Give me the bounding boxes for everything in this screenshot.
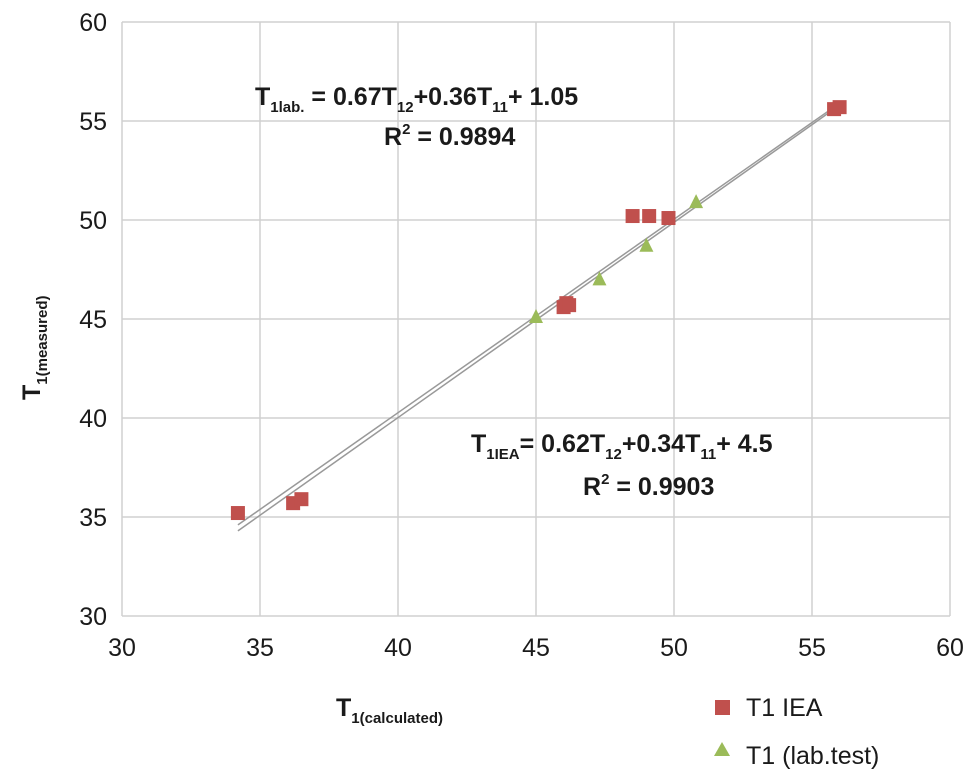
y-tick-label: 40: [79, 405, 107, 433]
annotation-iea-equation: T1IEA= 0.62T12+0.34T11+ 4.5: [471, 430, 773, 463]
x-tick-label: 35: [246, 634, 274, 662]
legend-marker-iea: [715, 700, 730, 715]
legend-label-lab: T1 (lab.test): [746, 742, 879, 770]
legend: T1 IEA T1 (lab.test): [714, 694, 879, 770]
x-tick-label: 40: [384, 634, 412, 662]
annotation-iea-r2: R2 = 0.9903: [583, 471, 714, 501]
data-point-lab: [639, 237, 654, 252]
y-tick-label: 50: [79, 207, 107, 235]
data-point-iea: [661, 211, 676, 226]
data-points: [230, 100, 847, 521]
data-point-lab: [689, 194, 704, 209]
y-tick-label: 55: [79, 108, 107, 136]
x-axis-label: T1(calculated): [336, 694, 443, 727]
y-tick-label: 45: [79, 306, 107, 334]
annotation-lab-equation: T1lab. = 0.67T12+0.36T11+ 1.05: [255, 83, 578, 116]
data-point-iea: [562, 298, 577, 313]
y-tick-label: 60: [79, 9, 107, 37]
data-point-lab: [592, 271, 607, 286]
data-point-lab: [529, 309, 543, 324]
data-point-iea: [642, 209, 657, 224]
data-point-iea: [294, 492, 309, 507]
y-axis-label: T1(measured): [18, 296, 51, 400]
data-point-iea: [625, 209, 640, 224]
grid-lines: [121, 21, 951, 617]
data-point-iea: [230, 506, 245, 521]
legend-marker-lab: [714, 742, 730, 756]
x-tick-label: 55: [798, 634, 826, 662]
y-tick-label: 30: [79, 603, 107, 631]
x-tick-label: 30: [108, 634, 136, 662]
legend-label-iea: T1 IEA: [746, 694, 823, 722]
x-tick-label: 50: [660, 634, 688, 662]
x-tick-label: 45: [522, 634, 550, 662]
x-tick-label: 60: [936, 634, 964, 662]
annotation-lab-r2: R2 = 0.9894: [384, 121, 515, 151]
data-point-iea: [832, 100, 847, 115]
trendline: [237, 102, 841, 526]
tick-labels: 30 35 40 45 50 55 60 30 35 40 45 50 55 60: [79, 9, 964, 662]
y-tick-label: 35: [79, 504, 107, 532]
